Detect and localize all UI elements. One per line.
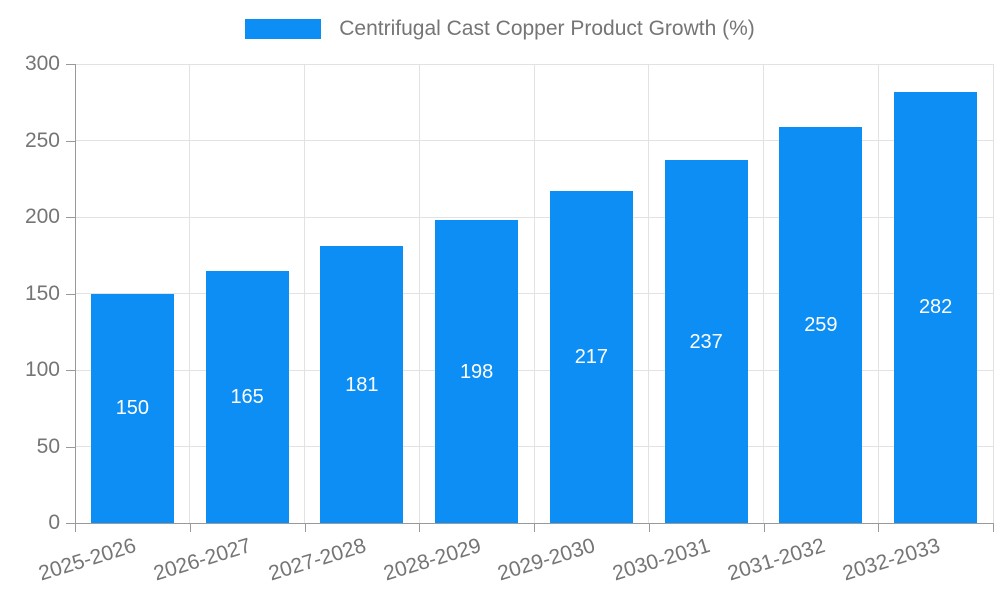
x-axis-tick: [648, 523, 650, 532]
y-tick-label: 150: [24, 281, 60, 305]
y-tick-label: 100: [24, 358, 60, 381]
x-tick-label: 2032-2033: [839, 534, 943, 586]
v-gridline: [992, 64, 994, 523]
y-axis-tick: [66, 446, 75, 448]
y-axis-tick: [66, 140, 75, 142]
bar[interactable]: 217: [549, 190, 633, 523]
x-axis-tick: [763, 523, 765, 532]
y-axis-tick: [66, 217, 75, 218]
chart-title: Centrifugal Cast Copper Product Growth (…: [339, 17, 755, 40]
x-tick-label: 2026-2027: [151, 534, 254, 586]
bar-value-label: 282: [918, 296, 953, 319]
y-tick-label: 300: [24, 52, 60, 75]
bar[interactable]: 237: [664, 160, 748, 523]
bar-value-label: 217: [574, 345, 609, 368]
y-tick-label: 200: [24, 205, 60, 228]
bar-value-label: 150: [115, 397, 150, 420]
x-axis-tick: [878, 523, 880, 532]
v-gridline: [304, 64, 305, 523]
x-tick-label: 2029-2030: [495, 534, 599, 586]
x-axis-tick: [993, 523, 994, 532]
y-axis-line: [75, 64, 76, 532]
bar-value-label: 165: [230, 385, 264, 408]
x-axis-tick: [189, 523, 191, 532]
x-tick-label: 2025-2026: [36, 534, 140, 586]
bar[interactable]: 150: [90, 293, 174, 523]
bar-value-label: 181: [345, 373, 379, 396]
v-gridline: [648, 64, 650, 523]
bar[interactable]: 181: [320, 246, 404, 523]
x-tick-label: 2028-2029: [380, 534, 484, 586]
v-gridline: [763, 64, 764, 523]
x-axis-tick: [419, 523, 421, 532]
x-tick-label: 2031-2032: [724, 534, 828, 586]
y-axis-tick: [66, 64, 75, 65]
bar-value-label: 237: [689, 330, 723, 353]
x-axis-tick: [534, 523, 535, 532]
v-gridline: [418, 64, 420, 523]
x-axis-line: [66, 523, 993, 524]
bar[interactable]: 282: [894, 91, 978, 523]
v-gridline: [189, 64, 191, 523]
v-gridline: [533, 64, 535, 523]
y-tick-label: 0: [48, 511, 60, 534]
legend[interactable]: Centrifugal Cast Copper Product Growth (…: [0, 12, 1000, 46]
bar[interactable]: 259: [779, 126, 863, 523]
x-axis-tick: [304, 523, 306, 532]
y-tick-label: 50: [36, 434, 60, 458]
bar[interactable]: 165: [205, 270, 289, 523]
bar-value-label: 259: [804, 313, 838, 336]
plot-area: 150 165 181 198 217 237 259 282: [75, 63, 994, 523]
y-axis-tick: [66, 293, 75, 295]
v-gridline: [877, 64, 879, 523]
legend-swatch[interactable]: [245, 19, 322, 39]
bar-value-label: 198: [459, 360, 494, 383]
bar[interactable]: 198: [435, 220, 519, 523]
x-tick-label: 2027-2028: [265, 534, 369, 586]
y-axis-tick: [66, 370, 75, 371]
x-tick-label: 2030-2031: [610, 534, 713, 586]
y-tick-label: 250: [24, 128, 60, 152]
